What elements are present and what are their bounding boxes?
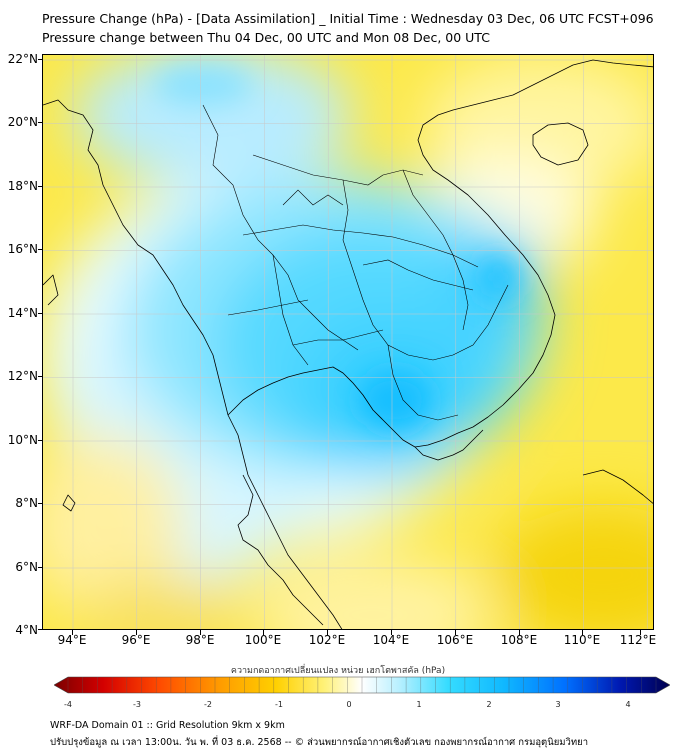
lat-label-12: 12°N [7, 369, 38, 383]
footer-resolution: WRF-DA Domain 01 :: Grid Resolution 9km … [50, 720, 285, 731]
colorbar-label: 1 [416, 700, 422, 709]
lon-label-112: 112°E [619, 633, 657, 647]
lon-label-94: 94°E [57, 633, 87, 647]
colorbar-label: -1 [275, 700, 283, 709]
colorbar-label: -3 [133, 700, 141, 709]
lat-label-14: 14°N [7, 306, 38, 320]
lat-label-10: 10°N [7, 433, 38, 447]
colorbar-label: -4 [64, 700, 72, 709]
colorbar [53, 676, 671, 698]
lat-label-22: 22°N [7, 52, 38, 66]
coastlines [43, 59, 653, 629]
footer-credit: ปรับปรุงข้อมูล ณ เวลา 13:00น. วัน พ. ที่… [50, 737, 589, 748]
lon-label-100: 100°E [244, 633, 282, 647]
colorbar-label: 3 [555, 700, 561, 709]
lat-label-6: 6°N [15, 560, 38, 574]
lat-label-18: 18°N [7, 179, 38, 193]
lat-label-4: 4°N [15, 623, 38, 637]
graticule [43, 55, 653, 629]
lon-label-102: 102°E [308, 633, 346, 647]
lat-label-16: 16°N [7, 242, 38, 256]
lon-label-98: 98°E [185, 633, 215, 647]
lon-label-96: 96°E [121, 633, 151, 647]
lat-label-8: 8°N [15, 496, 38, 510]
colorbar-label: -2 [204, 700, 212, 709]
lon-label-108: 108°E [500, 633, 538, 647]
map-title: Pressure Change (hPa) - [Data Assimilati… [42, 11, 654, 26]
lon-label-106: 106°E [436, 633, 474, 647]
province-borders [202, 104, 509, 421]
lat-label-20: 20°N [7, 115, 38, 129]
lon-label-110: 110°E [563, 633, 601, 647]
lon-label-104: 104°E [372, 633, 410, 647]
colorbar-label: 2 [486, 700, 492, 709]
map-subtitle: Pressure change between Thu 04 Dec, 00 U… [42, 30, 490, 45]
colorbar-title: ความกดอากาศเปลี่ยนแปลง หน่วย เฮกโตพาสคัล… [230, 666, 446, 676]
colorbar-label: 4 [625, 700, 631, 709]
colorbar-label: 0 [346, 700, 352, 709]
pressure-change-map [42, 54, 654, 630]
